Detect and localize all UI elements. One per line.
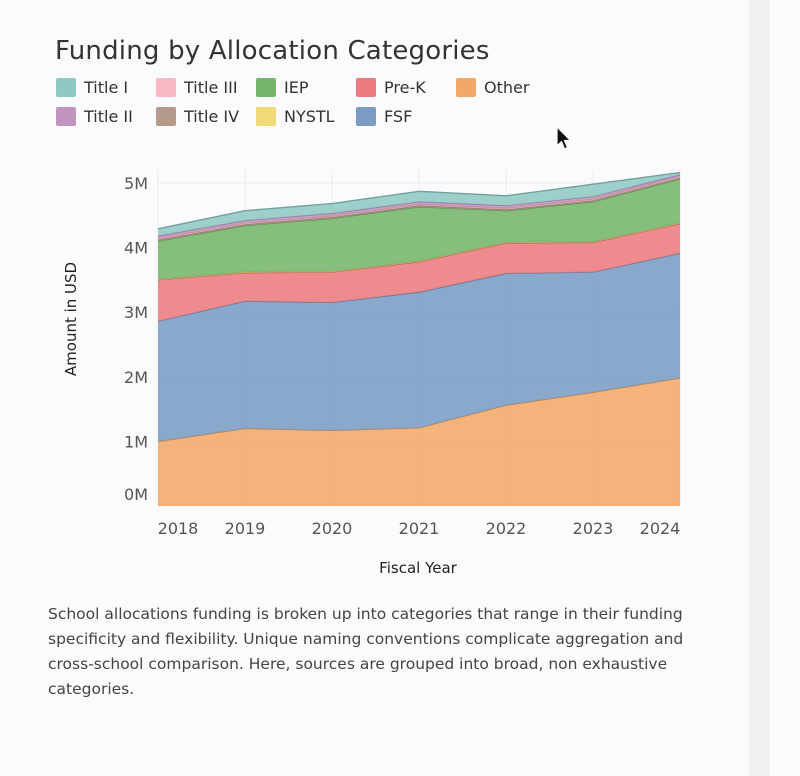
area-edge-title-i <box>157 171 681 230</box>
y-tick-label: 0M <box>124 485 148 504</box>
y-tick-label: 5M <box>124 174 148 193</box>
area-iep <box>158 179 680 280</box>
legend-label: Pre-K <box>384 77 426 97</box>
y-tick-label: 3M <box>124 303 148 322</box>
chart-caption: School allocations funding is broken up … <box>48 605 684 698</box>
x-tick-label: 2022 <box>486 519 527 538</box>
legend-item-title-i[interactable]: Title I <box>56 76 128 98</box>
x-tick-label: 2023 <box>573 519 614 538</box>
legend-swatch <box>256 77 276 97</box>
legend-label: FSF <box>384 106 413 126</box>
legend-item-iep[interactable]: IEP <box>256 76 308 98</box>
x-tick-label: 2020 <box>312 519 353 538</box>
chart-title: Funding by Allocation Categories <box>55 36 490 66</box>
x-axis-title: Fiscal Year <box>379 559 457 577</box>
y-tick-label: 4M <box>124 239 148 258</box>
legend-swatch <box>356 106 376 126</box>
legend-item-fsf[interactable]: FSF <box>356 105 412 127</box>
area-pre-k <box>158 223 680 322</box>
scrollbar-track[interactable] <box>749 0 770 776</box>
legend-label: Title II <box>84 106 133 126</box>
y-tick-label: 1M <box>124 432 148 451</box>
area-other <box>158 378 680 506</box>
legend-swatch <box>356 77 376 97</box>
stacked-area-chart: 0M 1M 2M 3M 4M 5M 2018 2019 2020 2021 2022 2023 2024… <box>62 170 681 577</box>
legend-swatch <box>156 77 176 97</box>
legend-label: IEP <box>284 77 309 97</box>
legend-swatch <box>156 106 176 126</box>
y-axis-title: Amount in USD <box>62 262 80 376</box>
legend-label: Title IV <box>184 106 240 126</box>
chart-legend: Title I Title III IEP Pre-K Other Title II Tit… <box>56 76 616 128</box>
legend-label: NYSTL <box>284 106 335 126</box>
x-tick-label: 2024 <box>640 519 681 538</box>
x-tick-label: 2019 <box>225 519 266 538</box>
legend-swatch <box>256 106 276 126</box>
legend-label: Title III <box>184 77 238 97</box>
legend-label: Other <box>484 77 530 97</box>
legend-item-title-iv[interactable]: Title IV <box>156 105 239 127</box>
legend-swatch <box>456 77 476 97</box>
legend-label: Title I <box>84 77 129 97</box>
area-fsf <box>158 253 680 442</box>
y-tick-label: 2M <box>124 368 148 387</box>
legend-item-title-iii[interactable]: Title III <box>156 76 238 98</box>
mouse-pointer-icon <box>556 126 572 150</box>
legend-item-title-ii[interactable]: Title II <box>56 105 133 127</box>
legend-swatch <box>56 77 76 97</box>
legend-item-pre-k[interactable]: Pre-K <box>356 76 426 98</box>
legend-item-nystl[interactable]: NYSTL <box>256 105 335 127</box>
x-tick-label: 2018 <box>158 519 199 538</box>
legend-item-other[interactable]: Other <box>456 76 529 98</box>
legend-swatch <box>56 106 76 126</box>
x-tick-label: 2021 <box>399 519 440 538</box>
